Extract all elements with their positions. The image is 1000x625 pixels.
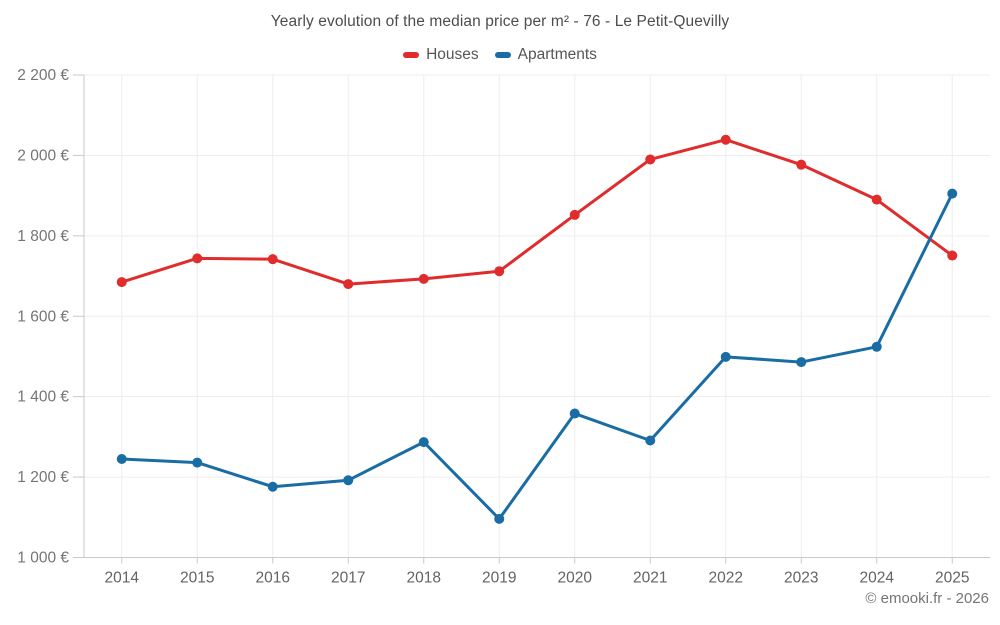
y-tick-label: 2 200 € [17, 67, 69, 84]
x-tick-label: 2020 [558, 570, 593, 587]
y-tick-label: 1 800 € [17, 228, 69, 245]
legend-label-apartments: Apartments [517, 46, 597, 63]
data-point-houses-2020[interactable] [569, 209, 580, 220]
data-point-apartments-2016[interactable] [267, 481, 278, 492]
data-point-apartments-2022[interactable] [720, 351, 731, 362]
data-point-houses-2021[interactable] [645, 154, 656, 165]
data-point-apartments-2023[interactable] [796, 357, 807, 368]
series-line-apartments [120, 192, 954, 521]
data-point-apartments-2019[interactable] [494, 513, 505, 524]
data-point-apartments-2025[interactable] [947, 188, 958, 199]
legend-label-houses: Houses [426, 46, 479, 63]
data-point-houses-2017[interactable] [343, 279, 354, 290]
data-point-apartments-2018[interactable] [418, 437, 429, 448]
legend-marker-apartments-icon [494, 52, 511, 58]
x-tick-label: 2024 [860, 570, 895, 587]
x-tick-label: 2014 [105, 570, 140, 587]
y-tick-label: 1 600 € [17, 308, 69, 325]
data-point-houses-2015[interactable] [192, 253, 203, 264]
copyright-credit: © emooki.fr - 2026 [865, 590, 989, 607]
data-point-apartments-2024[interactable] [871, 341, 882, 352]
x-tick-label: 2015 [180, 570, 214, 587]
x-tick-label: 2023 [784, 570, 818, 587]
data-point-apartments-2015[interactable] [192, 457, 203, 468]
x-tick-label: 2022 [709, 570, 743, 587]
data-point-apartments-2017[interactable] [343, 475, 354, 486]
data-point-houses-2024[interactable] [871, 194, 882, 205]
legend: Houses Apartments [0, 46, 1000, 64]
chart-title: Yearly evolution of the median price per… [270, 13, 730, 30]
x-tick-label: 2025 [935, 570, 969, 587]
data-point-houses-2016[interactable] [267, 254, 278, 265]
x-tick-label: 2018 [407, 570, 441, 587]
legend-item-apartments[interactable]: Apartments [494, 46, 597, 64]
x-tick-label: 2017 [331, 570, 365, 587]
data-point-houses-2018[interactable] [418, 273, 429, 284]
legend-item-houses[interactable]: Houses [403, 46, 479, 64]
data-point-houses-2025[interactable] [947, 250, 958, 261]
x-tick-label: 2021 [633, 570, 667, 587]
y-tick-label: 1 000 € [17, 550, 69, 567]
data-point-apartments-2021[interactable] [645, 435, 656, 446]
data-point-houses-2023[interactable] [796, 159, 807, 170]
data-point-apartments-2014[interactable] [116, 453, 127, 464]
y-tick-label: 1 200 € [17, 469, 69, 486]
x-tick-label: 2016 [256, 570, 290, 587]
x-tick-label: 2019 [482, 570, 516, 587]
y-tick-label: 2 000 € [17, 147, 69, 164]
data-point-houses-2019[interactable] [494, 266, 505, 277]
data-point-apartments-2020[interactable] [569, 408, 580, 419]
series-line-houses [120, 138, 954, 286]
y-tick-label: 1 400 € [17, 389, 69, 406]
data-point-houses-2022[interactable] [720, 134, 731, 145]
legend-marker-houses-icon [403, 52, 420, 58]
data-point-houses-2014[interactable] [116, 277, 127, 288]
